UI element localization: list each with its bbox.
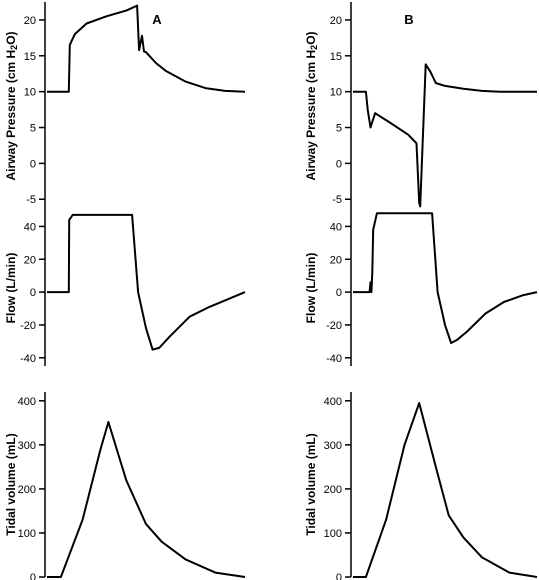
y-tick-label: 5 <box>336 123 342 135</box>
y-tick-label: 0 <box>30 572 36 580</box>
y-axis-title: Airway Pressure (cm H2O) <box>304 31 319 180</box>
y-tick-label: -20 <box>20 320 36 332</box>
panel-label: A <box>152 12 162 27</box>
y-axis-title: Tidal volume (mL) <box>4 433 18 535</box>
y-axis-title: Flow (L/min) <box>304 253 318 324</box>
y-tick-label: -40 <box>326 353 342 365</box>
y-axis-title: Flow (L/min) <box>4 253 18 324</box>
chart-volume: 0 100 200 300 400 Tidal volume (mL) <box>304 392 538 580</box>
y-tick-label: 200 <box>18 484 36 496</box>
y-tick-label: 300 <box>18 440 36 452</box>
chart-flow: -40 -20 0 20 40 Flow (L/min) <box>4 210 246 366</box>
series-line <box>47 421 246 578</box>
chart-flow: -40 -20 0 20 40 Flow (L/min) <box>304 210 538 366</box>
chart-pressure: -5 0 5 10 15 20 Airway Pressure (cm H2O) <box>4 2 246 210</box>
y-tick-label: 15 <box>24 51 36 63</box>
series-line <box>353 63 537 208</box>
y-tick-label: 40 <box>330 221 342 233</box>
y-tick-label: 20 <box>24 15 36 27</box>
y-tick-label: 100 <box>18 528 36 540</box>
y-tick-label: 40 <box>24 221 36 233</box>
y-axis-title: Airway Pressure (cm H2O) <box>4 31 19 180</box>
chart-volume: 0 100 200 300 400 Tidal volume (mL) <box>4 392 246 580</box>
panel-label: B <box>404 12 413 27</box>
series-line <box>47 4 246 93</box>
y-tick-label: 5 <box>30 123 36 135</box>
y-tick-label: -20 <box>326 320 342 332</box>
y-tick-label: 400 <box>18 396 36 408</box>
y-tick-label: 0 <box>336 572 342 580</box>
y-tick-label: 10 <box>330 87 342 99</box>
panel-a: A -5 0 5 10 15 20 Airway Pressure (cm H2O) -40 -2… <box>4 2 246 580</box>
series-line <box>353 212 538 344</box>
y-tick-label: 20 <box>330 254 342 266</box>
y-tick-label: 0 <box>30 158 36 170</box>
series-line <box>353 402 538 578</box>
y-tick-label: 100 <box>324 528 342 540</box>
y-tick-label: 10 <box>24 87 36 99</box>
y-tick-label: 20 <box>24 254 36 266</box>
y-tick-label: 200 <box>324 484 342 496</box>
y-tick-label: -40 <box>20 353 36 365</box>
y-tick-label: 0 <box>336 287 342 299</box>
panel-b: B -5 0 5 10 15 20 Airway Pressure (cm H2O) -40 -2… <box>304 2 538 580</box>
series-line <box>47 213 246 351</box>
y-tick-label: 15 <box>330 51 342 63</box>
chart-pressure: -5 0 5 10 15 20 Airway Pressure (cm H2O) <box>304 2 537 210</box>
y-tick-label: -5 <box>332 194 342 206</box>
y-tick-label: -5 <box>26 194 36 206</box>
y-tick-label: 400 <box>324 396 342 408</box>
y-tick-label: 20 <box>330 15 342 27</box>
y-tick-label: 300 <box>324 440 342 452</box>
y-tick-label: 0 <box>336 158 342 170</box>
y-axis-title: Tidal volume (mL) <box>304 433 318 535</box>
y-tick-label: 0 <box>30 287 36 299</box>
